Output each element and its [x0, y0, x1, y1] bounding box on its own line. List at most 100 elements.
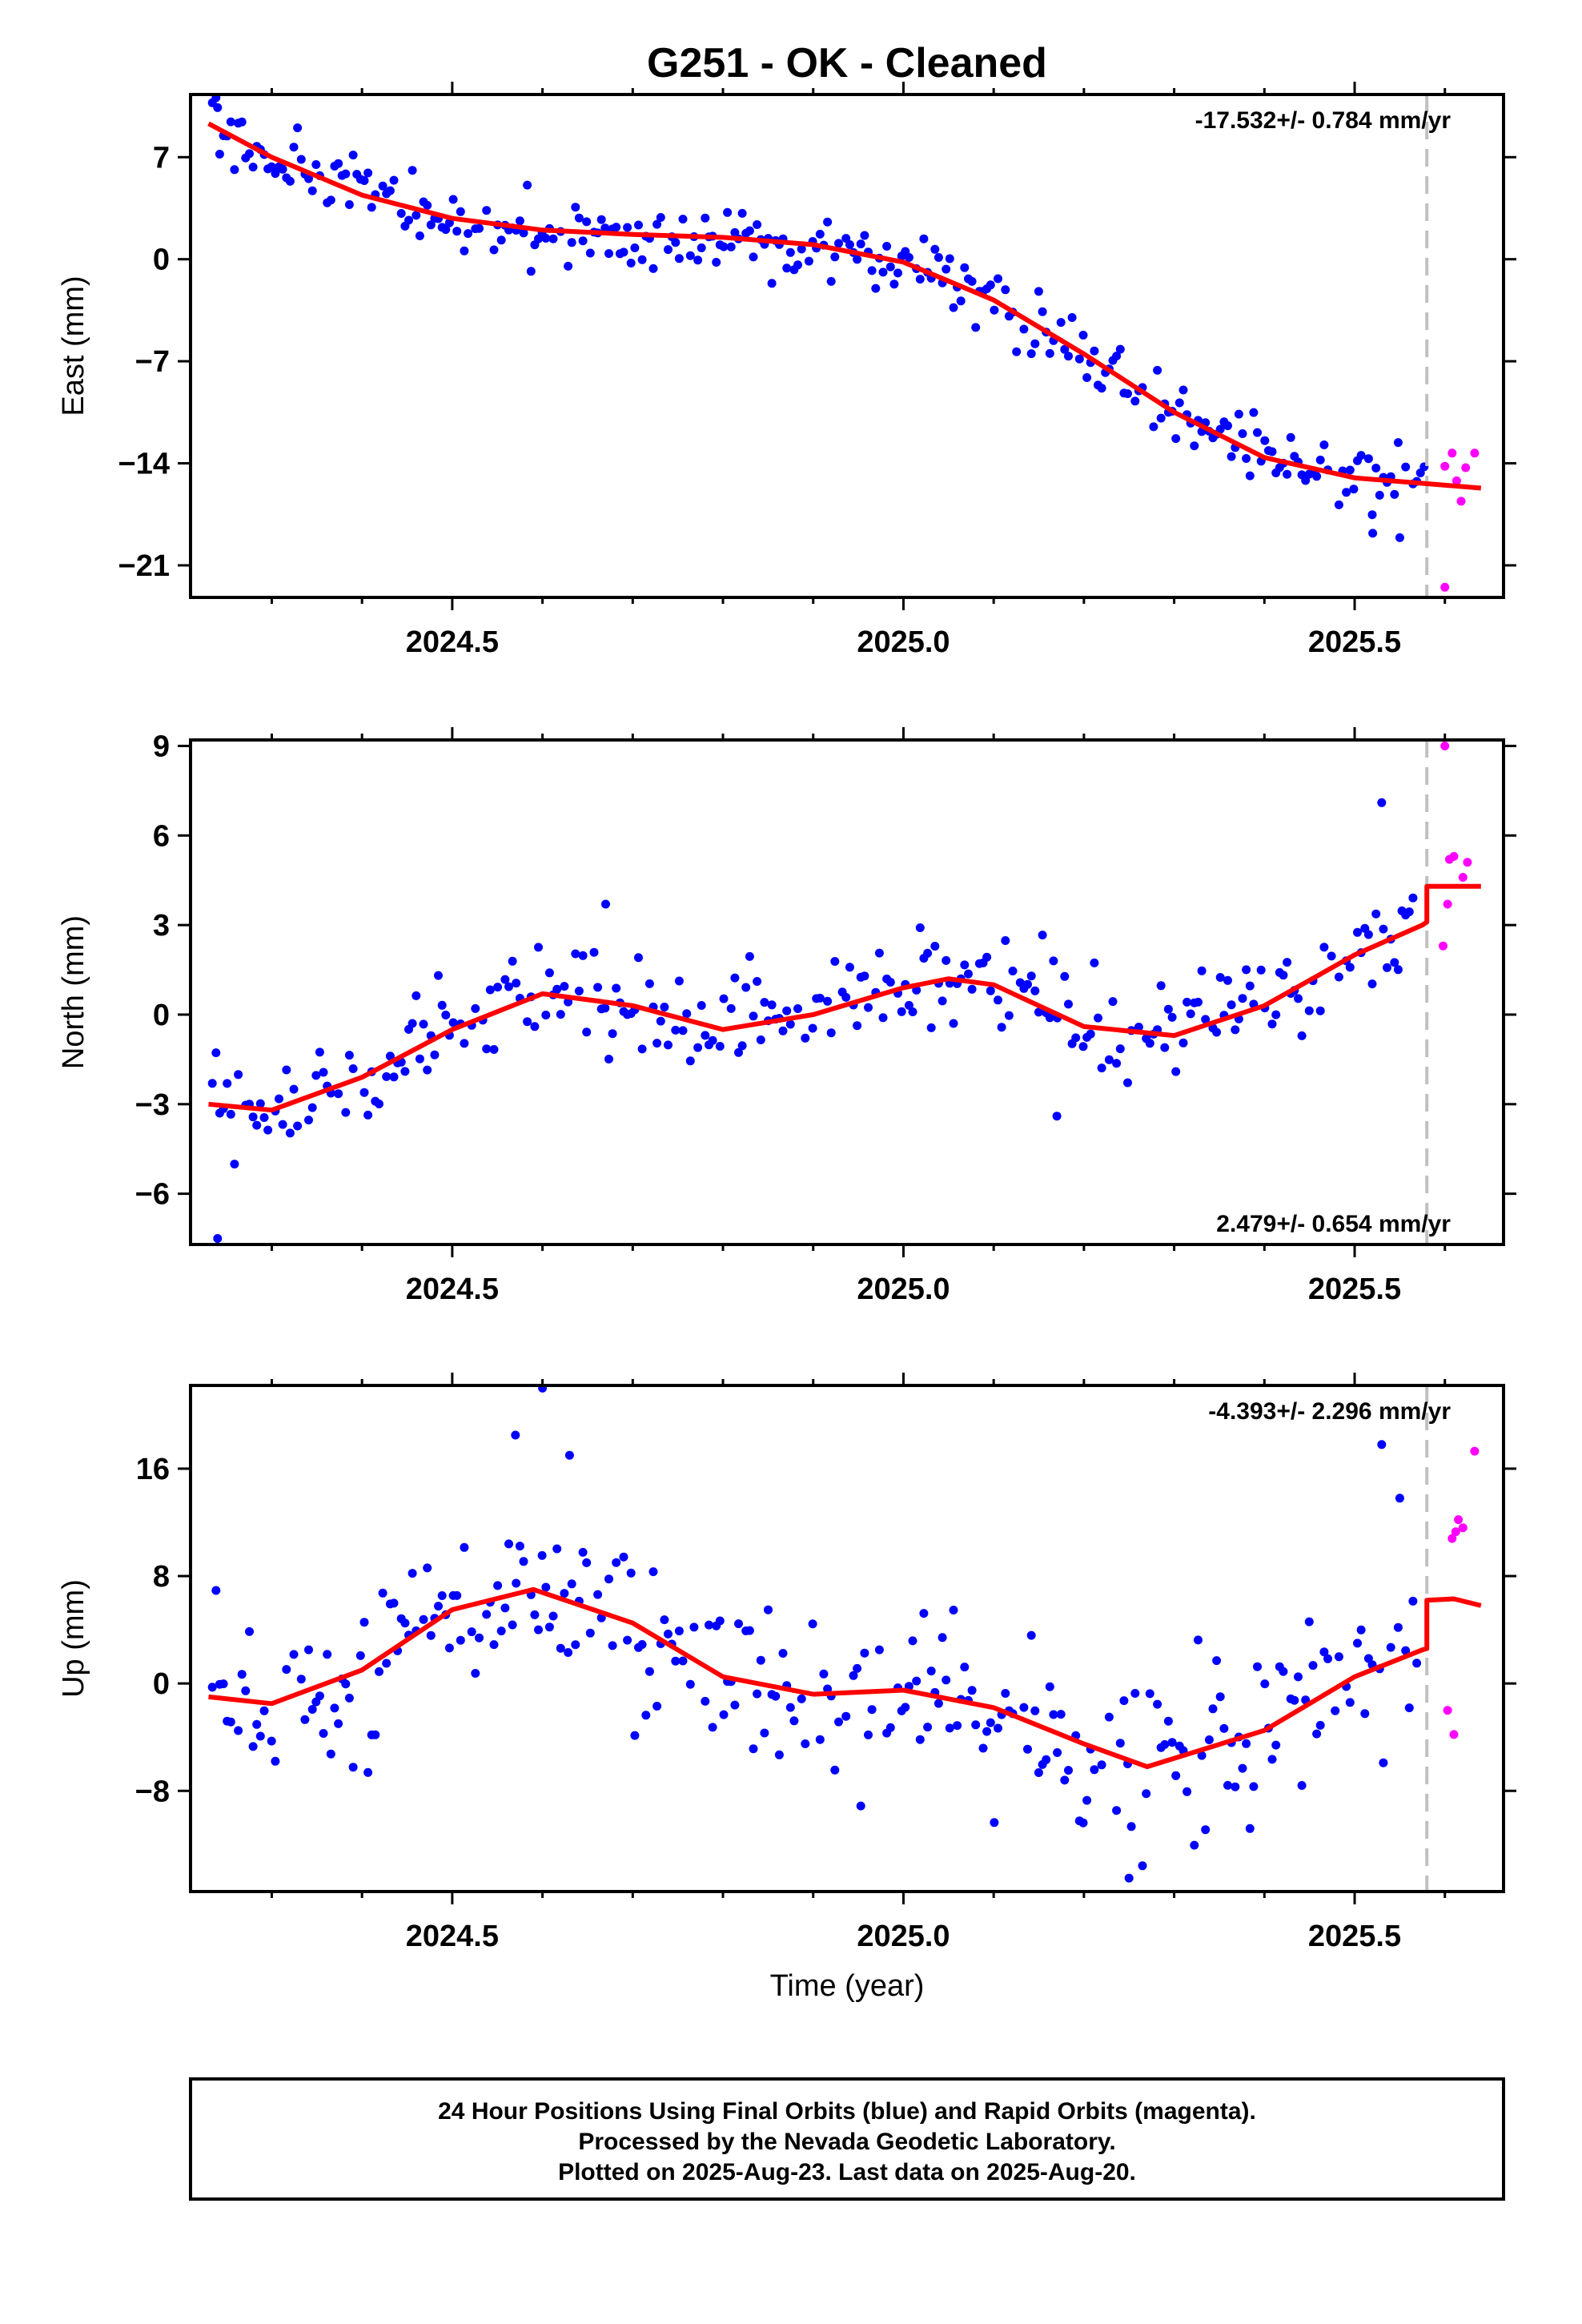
final-point [808, 1619, 817, 1629]
final-point [674, 254, 684, 263]
final-point [889, 279, 899, 289]
final-point [1249, 408, 1259, 417]
final-point [960, 1663, 970, 1672]
final-point [660, 1003, 669, 1011]
final-point [612, 983, 621, 993]
final-point [582, 1558, 592, 1567]
rapid-point [1440, 582, 1450, 592]
final-point [915, 923, 925, 932]
final-point [348, 1763, 358, 1772]
final-point [1319, 1647, 1329, 1657]
final-point [344, 1693, 354, 1703]
final-point [430, 1050, 440, 1059]
final-point [908, 1007, 917, 1016]
final-point [674, 976, 684, 986]
final-point [1393, 965, 1403, 975]
rapid-point [1451, 1527, 1460, 1537]
final-point [793, 260, 802, 270]
final-point [942, 1675, 951, 1685]
final-point [475, 1633, 484, 1642]
final-point [552, 1544, 562, 1554]
final-point [830, 957, 840, 966]
final-point [1245, 1823, 1255, 1833]
final-point [664, 1629, 673, 1638]
final-point [508, 1620, 517, 1630]
final-point [1034, 1768, 1043, 1777]
final-point [945, 254, 954, 263]
final-point [548, 234, 558, 243]
final-point [571, 1640, 580, 1650]
final-point [908, 1636, 917, 1646]
y-tick-label: 8 [153, 1560, 170, 1594]
final-point [1104, 1712, 1114, 1722]
final-point [419, 1614, 428, 1624]
final-point [878, 267, 888, 277]
final-point [1215, 973, 1225, 982]
north-model-line [208, 883, 1481, 1113]
final-point [456, 207, 465, 216]
final-point [1145, 1689, 1154, 1699]
final-point [1030, 986, 1040, 995]
final-point [785, 247, 795, 257]
final-point [452, 227, 462, 236]
final-point [678, 1026, 688, 1035]
final-point [601, 899, 610, 909]
final-point [1078, 331, 1088, 340]
final-point [834, 1717, 843, 1727]
final-point [1260, 436, 1270, 445]
final-point [567, 1579, 576, 1589]
final-point [949, 303, 958, 312]
final-point [1308, 1661, 1318, 1671]
final-point [945, 1723, 954, 1733]
final-point [564, 1648, 573, 1657]
final-point [745, 226, 754, 235]
final-point [230, 1160, 239, 1169]
final-point [460, 246, 469, 255]
final-point [1086, 1029, 1095, 1039]
final-point [378, 1588, 387, 1598]
final-point [1023, 979, 1032, 989]
final-point [582, 217, 592, 227]
final-point [311, 1071, 321, 1080]
final-point [730, 973, 740, 983]
final-point [526, 267, 536, 276]
final-point [1115, 344, 1125, 354]
final-point [701, 1031, 710, 1040]
final-point [705, 1620, 713, 1630]
north-plot-area [207, 740, 1481, 1244]
final-point [248, 1112, 258, 1122]
final-point [1304, 1006, 1314, 1015]
final-point [641, 1711, 651, 1720]
y-tick-label: 0 [153, 999, 170, 1032]
final-point [648, 263, 658, 273]
final-point [626, 1568, 636, 1578]
final-point [912, 1676, 921, 1686]
final-point [1119, 1696, 1129, 1706]
final-point [897, 1007, 906, 1016]
final-point [215, 150, 224, 159]
final-point [719, 994, 729, 1003]
final-point [334, 159, 343, 168]
final-point [1267, 1019, 1277, 1029]
final-point [885, 262, 895, 271]
final-point [749, 1011, 758, 1021]
final-point [874, 1645, 884, 1655]
final-point [596, 215, 606, 224]
final-point [1030, 339, 1040, 348]
final-point [278, 164, 287, 174]
north-panel: 2024.5 2025.0 2025.5 9 6 3 0 −3 −6 North (mm) 2.47… [57, 727, 1516, 1306]
final-point [267, 1736, 276, 1746]
final-point [300, 1715, 310, 1724]
final-point [307, 1705, 317, 1714]
final-point [1045, 1682, 1054, 1691]
final-point [753, 220, 762, 229]
final-point [1219, 1723, 1229, 1733]
final-point [500, 975, 510, 984]
final-point [997, 1023, 1006, 1032]
final-point [241, 1686, 251, 1695]
east-y-axis-label: East (mm) [57, 275, 90, 416]
final-point [808, 1023, 817, 1033]
rapid-point [1447, 1534, 1457, 1543]
final-point [978, 1743, 988, 1753]
final-point [708, 1035, 717, 1045]
